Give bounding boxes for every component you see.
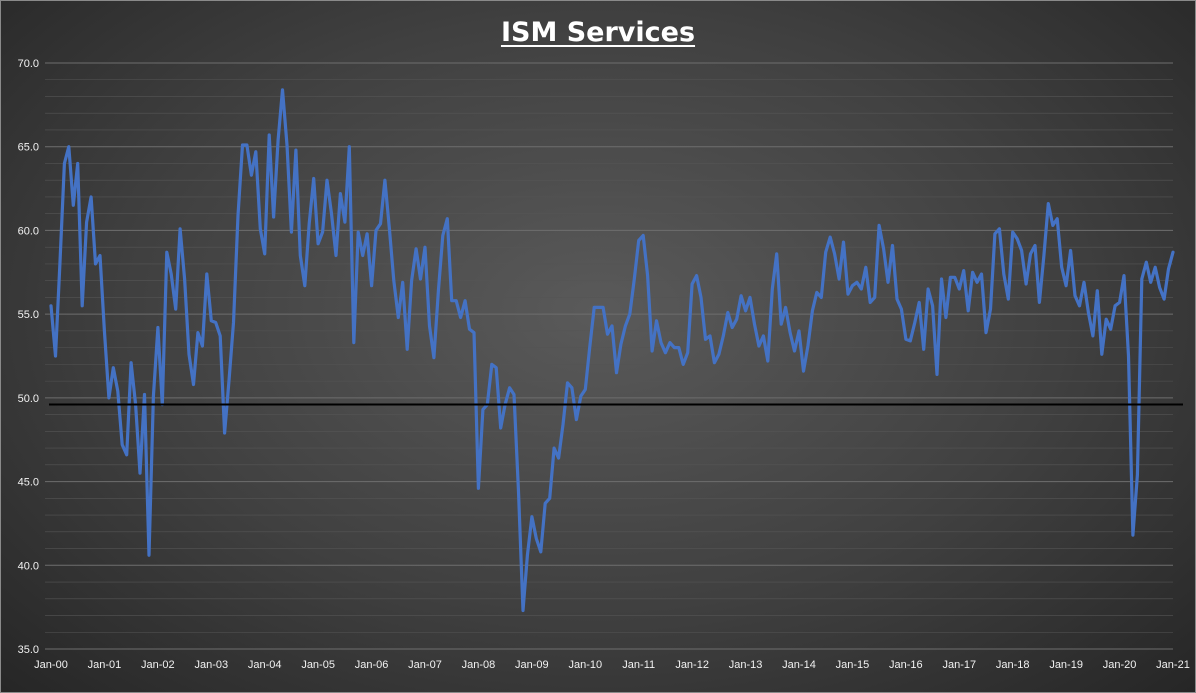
x-tick-label: Jan-11 xyxy=(622,659,655,671)
x-tick-label: Jan-09 xyxy=(515,659,549,671)
y-tick-label: 70.0 xyxy=(18,58,39,70)
y-tick-label: 55.0 xyxy=(18,309,39,321)
x-tick-label: Jan-03 xyxy=(194,659,228,671)
x-tick-label: Jan-12 xyxy=(675,659,709,671)
x-tick-label: Jan-14 xyxy=(782,659,816,671)
y-tick-label: 60.0 xyxy=(18,225,39,237)
x-tick-label: Jan-05 xyxy=(301,659,335,671)
x-tick-label: Jan-20 xyxy=(1103,659,1137,671)
x-tick-label: Jan-13 xyxy=(729,659,763,671)
series-line xyxy=(49,88,1175,613)
x-tick-label: Jan-21 xyxy=(1156,659,1190,671)
x-tick-label: Jan-18 xyxy=(996,659,1030,671)
x-axis-tick-labels: Jan-00 Jan-01 Jan-02 Jan-03 Jan-04 Jan-05 Jan-… xyxy=(34,659,1190,671)
x-tick-label: Jan-17 xyxy=(942,659,976,671)
gridlines xyxy=(45,62,1173,650)
x-tick-label: Jan-00 xyxy=(34,659,68,671)
x-tick-label: Jan-15 xyxy=(836,659,870,671)
y-tick-label: 65.0 xyxy=(18,142,39,154)
x-tick-label: Jan-16 xyxy=(889,659,923,671)
y-tick-label: 45.0 xyxy=(18,477,39,489)
x-tick-label: Jan-07 xyxy=(408,659,442,671)
x-tick-label: Jan-19 xyxy=(1049,659,1083,671)
x-tick-label: Jan-02 xyxy=(141,659,175,671)
x-tick-label: Jan-04 xyxy=(248,659,282,671)
y-tick-label: 40.0 xyxy=(18,560,39,572)
y-tick-label: 50.0 xyxy=(18,393,39,405)
chart-title: ISM Services xyxy=(1,17,1195,48)
series-layer xyxy=(49,88,1175,613)
y-axis-tick-labels: 35.0 40.0 45.0 50.0 55.0 60.0 65.0 70.0 xyxy=(18,58,39,656)
chart-title-text: ISM Services xyxy=(500,17,696,48)
x-tick-label: Jan-06 xyxy=(355,659,389,671)
y-tick-label: 35.0 xyxy=(18,644,39,656)
x-tick-label: Jan-01 xyxy=(88,659,122,671)
x-tick-label: Jan-10 xyxy=(568,659,602,671)
x-tick-label: Jan-08 xyxy=(462,659,496,671)
